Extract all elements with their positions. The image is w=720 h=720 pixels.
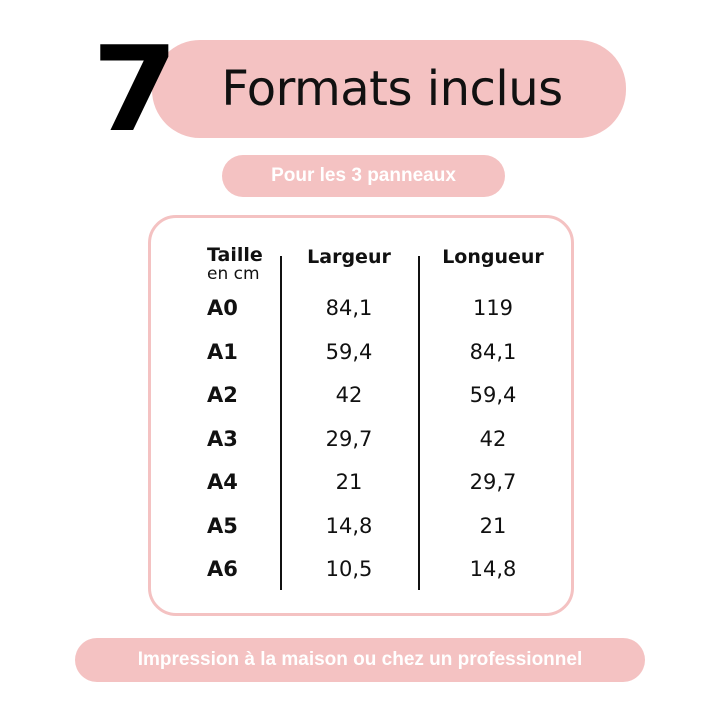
cell-length: 59,4 [469, 383, 517, 407]
footer-banner: Impression à la maison ou chez un profes… [75, 638, 645, 682]
cell-size: A3 [207, 426, 238, 451]
cell-size: A5 [207, 513, 238, 538]
cell-size: A6 [207, 557, 238, 581]
table-row: A1 59,4 84,1 [0, 340, 720, 370]
subtitle-text: Pour les 3 panneaux [271, 165, 456, 186]
cell-size: A0 [207, 296, 238, 320]
header-length: Longueur [442, 246, 544, 268]
cell-length: 14,8 [469, 557, 517, 581]
cell-width: 59,4 [325, 339, 373, 364]
cell-length: 42 [479, 426, 507, 451]
table-row: A6 10,5 14,8 [0, 557, 720, 587]
cell-width: 42 [335, 383, 363, 407]
cell-size: A4 [207, 470, 238, 494]
cell-length: 84,1 [469, 339, 517, 364]
cell-size: A1 [207, 339, 238, 364]
cell-width: 84,1 [325, 296, 373, 320]
table-row: A4 21 29,7 [0, 470, 720, 500]
column-divider [280, 256, 282, 590]
format-count: 7 [91, 20, 179, 158]
cell-length: 29,7 [469, 470, 517, 494]
cell-length: 21 [479, 513, 507, 538]
table-row: A2 42 59,4 [0, 383, 720, 413]
header-width: Largeur [307, 246, 391, 268]
column-divider [418, 256, 420, 590]
title-text: Formats inclus [221, 61, 563, 117]
header-size: Taille [207, 244, 263, 266]
formats-table-card [148, 215, 574, 616]
cell-width: 29,7 [325, 426, 373, 451]
cell-width: 21 [335, 470, 363, 494]
table-row: A3 29,7 42 [0, 427, 720, 457]
cell-width: 14,8 [325, 513, 373, 538]
subtitle-badge: Pour les 3 panneaux [222, 155, 505, 197]
table-row: A0 84,1 119 [0, 296, 720, 326]
cell-size: A2 [207, 383, 238, 407]
footer-text: Impression à la maison ou chez un profes… [137, 649, 583, 670]
cell-width: 10,5 [325, 557, 373, 581]
header-unit: en cm [207, 264, 260, 284]
title-banner: Formats inclus [152, 40, 626, 138]
table-row: A5 14,8 21 [0, 514, 720, 544]
cell-length: 119 [472, 296, 514, 320]
